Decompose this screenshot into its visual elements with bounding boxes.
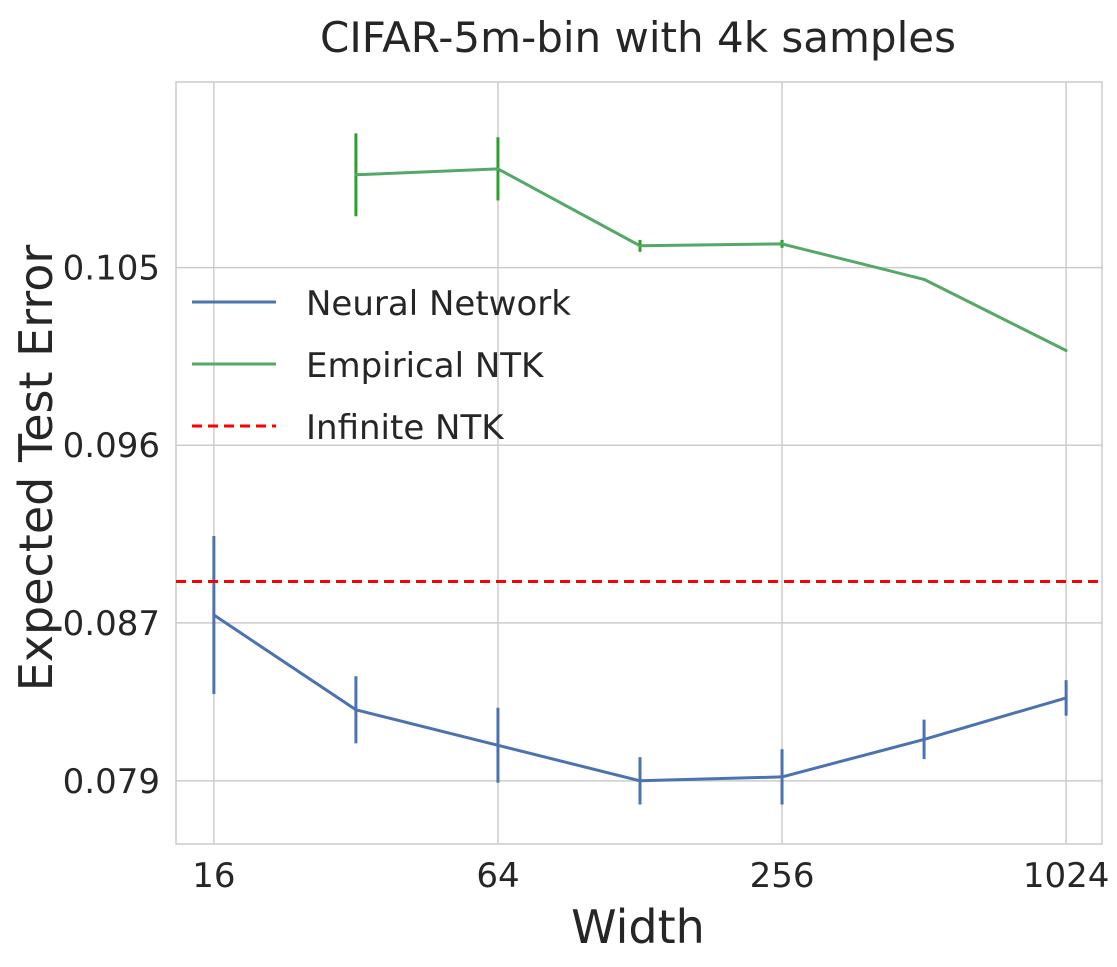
y-tick-label: 0.096 (63, 426, 160, 466)
y-tick-label: 0.087 (63, 604, 160, 644)
empirical-ntk-point (496, 167, 500, 171)
legend-label-empirical-ntk: Empirical NTK (306, 346, 545, 386)
neural-network-point (922, 737, 926, 741)
x-tick-label: 64 (476, 856, 519, 896)
y-tick-label: 0.105 (63, 249, 160, 289)
y-tick-label: 0.079 (63, 762, 160, 802)
empirical-ntk-point (922, 277, 926, 281)
legend: Neural Network Empirical NTK Infinite NT… (192, 284, 571, 448)
x-tick-label: 16 (192, 856, 235, 896)
x-tick-label: 1024 (1023, 856, 1110, 896)
series-layer (176, 133, 1102, 805)
neural-network-point (1064, 696, 1068, 700)
neural-network-point (354, 708, 358, 712)
empirical-ntk-point (638, 244, 642, 248)
tick-labels: 16 64 256 1024 0.079 0.087 0.096 0.105 (63, 249, 1110, 896)
neural-network-point (638, 779, 642, 783)
neural-network-point (212, 613, 216, 617)
plot-frame (175, 81, 1103, 845)
y-axis-label: Expected Test Error (9, 245, 63, 692)
x-tick-label: 256 (750, 856, 815, 896)
chart-title: CIFAR-5m-bin with 4k samples (320, 13, 956, 62)
empirical-ntk-line (355, 167, 1067, 352)
empirical-ntk-point (1064, 348, 1068, 352)
empirical-ntk-point (780, 242, 784, 246)
legend-label-infinite-ntk: Infinite NTK (306, 408, 505, 448)
neural-network-point (496, 743, 500, 747)
legend-label-neural-network: Neural Network (306, 284, 571, 324)
neural-network-point (780, 775, 784, 779)
x-axis-label: Width (571, 900, 705, 954)
empirical-ntk-point (354, 173, 358, 177)
